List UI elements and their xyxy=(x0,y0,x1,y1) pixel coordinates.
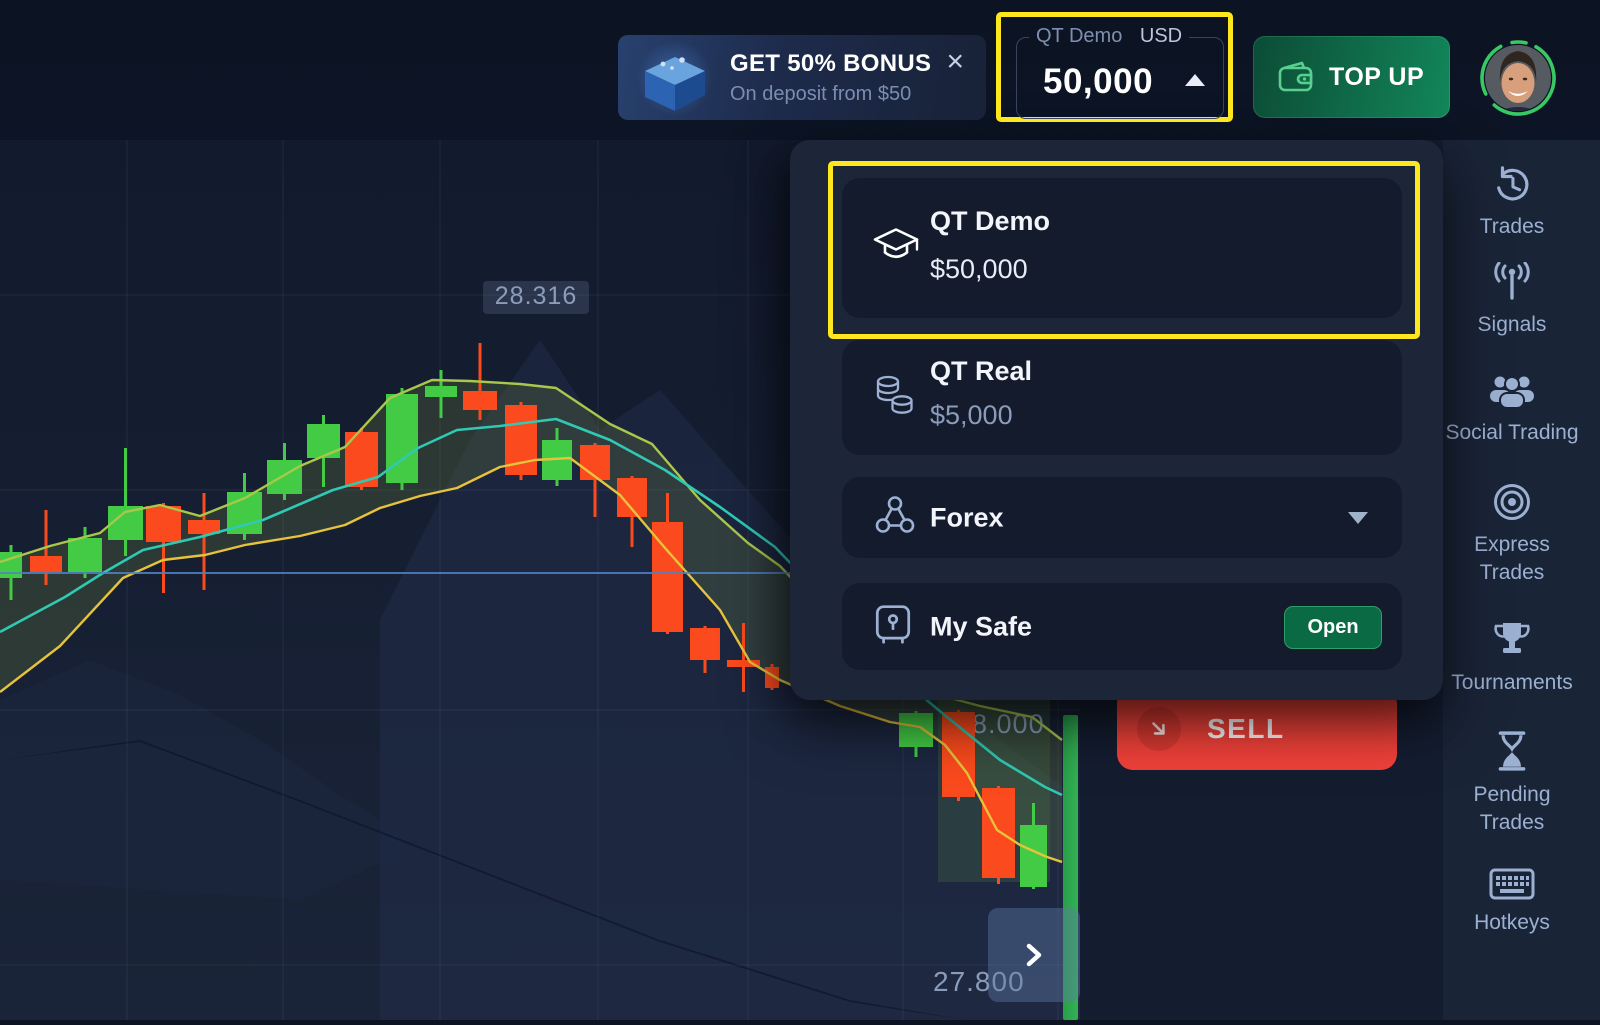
open-safe-button[interactable]: Open xyxy=(1284,606,1382,649)
sidebar-label: Social Trading xyxy=(1445,421,1579,444)
menu-item-my-safe[interactable]: My Safe Open xyxy=(842,583,1402,670)
chevron-up-icon xyxy=(1185,74,1205,86)
account-dropdown-menu: QT Demo $50,000 QT Real $5,000 Forex xyxy=(790,140,1443,700)
express-trades-icon xyxy=(1494,484,1530,520)
account-balance: $5,000 xyxy=(930,400,1013,430)
expand-panel-button[interactable] xyxy=(988,908,1080,1002)
sidebar-label: Pending Trades xyxy=(1473,783,1551,834)
forex-icon xyxy=(872,492,918,543)
currency-label: USD xyxy=(1139,25,1183,47)
sell-button-label: SELL xyxy=(1207,713,1285,744)
menu-item-forex[interactable]: Forex xyxy=(842,477,1402,558)
sidebar-label: Tournaments xyxy=(1451,671,1573,694)
menu-item-demo-account[interactable]: QT Demo $50,000 xyxy=(842,178,1402,318)
account-selector-legend: QT Demo USD xyxy=(1029,25,1190,48)
tournaments-icon xyxy=(1494,623,1530,653)
wallet-icon xyxy=(1278,61,1313,92)
pending-trades-icon xyxy=(1498,731,1526,771)
coins-icon xyxy=(872,372,918,423)
balance-value: 50,000 xyxy=(1043,62,1154,101)
sidebar-label: Trades xyxy=(1479,215,1545,238)
user-avatar[interactable] xyxy=(1480,40,1556,116)
bonus-banner[interactable]: GET 50% BONUS On deposit from $50 × xyxy=(618,35,986,120)
sidebar-item-express-trades[interactable]: Express Trades xyxy=(1443,482,1581,586)
sidebar-label: Signals xyxy=(1477,313,1547,336)
top-up-label: TOP UP xyxy=(1329,62,1425,91)
sidebar-item-tournaments[interactable]: Tournaments xyxy=(1443,620,1581,697)
sidebar-item-pending-trades[interactable]: Pending Trades xyxy=(1443,730,1581,836)
svg-text:28.316: 28.316 xyxy=(495,282,577,310)
hotkeys-keyboard-icon xyxy=(1489,868,1535,900)
mountain-silhouette-back xyxy=(380,340,1080,1020)
banner-title: GET 50% BONUS xyxy=(730,50,932,77)
sell-arrow-icon xyxy=(1137,707,1181,751)
sell-button[interactable]: SELL xyxy=(1117,688,1397,770)
right-sidebar: Trades Signals Social Trading Express Tr… xyxy=(1443,140,1600,1020)
svg-text:27.800: 27.800 xyxy=(933,966,1025,997)
account-balance: $50,000 xyxy=(930,254,1028,284)
gift-icon xyxy=(628,39,722,122)
graduation-cap-icon xyxy=(872,225,920,272)
sidebar-label: Hotkeys xyxy=(1474,911,1550,934)
menu-item-label: Forex xyxy=(930,502,1004,532)
account-name: QT Real xyxy=(930,356,1033,386)
safe-icon xyxy=(872,602,914,651)
menu-item-real-account[interactable]: QT Real $5,000 xyxy=(842,340,1402,455)
close-icon[interactable]: × xyxy=(946,45,964,78)
sidebar-item-hotkeys[interactable]: Hotkeys xyxy=(1443,868,1581,937)
chevron-down-icon xyxy=(1348,511,1368,524)
account-name: QT Demo xyxy=(930,206,1051,236)
sidebar-label: Express Trades xyxy=(1474,533,1550,584)
social-trading-icon xyxy=(1490,376,1534,409)
time-progress-bar xyxy=(1063,715,1078,1020)
sidebar-item-signals[interactable]: Signals xyxy=(1443,262,1581,339)
sidebar-item-trades[interactable]: Trades xyxy=(1443,166,1581,241)
mountain-silhouette-left xyxy=(0,660,420,900)
trades-history-icon xyxy=(1497,166,1529,201)
account-selector[interactable]: QT Demo USD 50,000 xyxy=(1016,25,1224,119)
top-up-button[interactable]: TOP UP xyxy=(1253,36,1450,118)
menu-item-label: My Safe xyxy=(930,611,1033,641)
banner-subtitle: On deposit from $50 xyxy=(730,83,912,105)
account-type-label: QT Demo xyxy=(1036,25,1123,47)
chevron-right-icon xyxy=(1026,943,1042,967)
signals-icon xyxy=(1494,262,1530,300)
sidebar-item-social-trading[interactable]: Social Trading xyxy=(1443,372,1581,447)
